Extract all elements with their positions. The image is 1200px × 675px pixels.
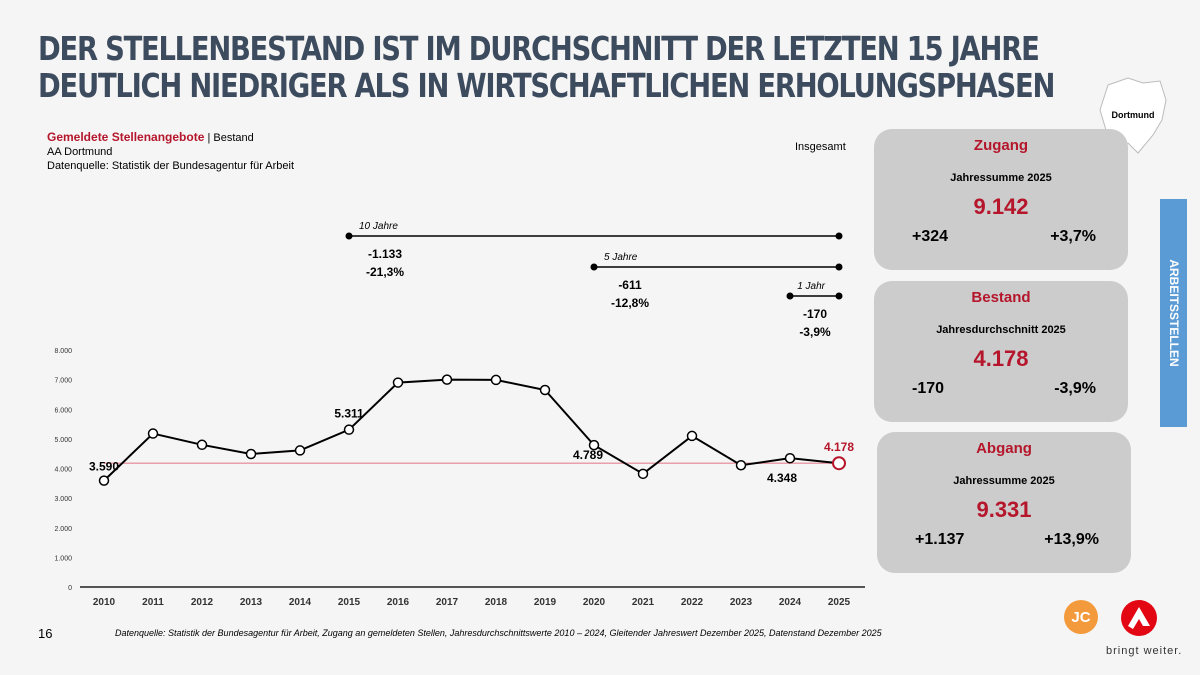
filter-label: Insgesamt (795, 141, 846, 153)
ba-tagline: bringt weiter. (1106, 645, 1183, 657)
data-point (784, 452, 796, 464)
x-tick-label: 2017 (436, 597, 459, 608)
page-number: 16 (38, 626, 53, 641)
span-pct-change: -21,3% (366, 265, 404, 279)
card-heading: Bestand (971, 289, 1031, 306)
card-pct-change: -3,9% (1054, 380, 1096, 397)
region: AA Dortmund (47, 146, 113, 158)
card-subtitle: Jahressumme 2025 (953, 475, 1055, 487)
y-tick-label: 7.000 (54, 378, 72, 385)
x-tick-label: 2022 (681, 597, 704, 608)
section-label: ARBEITSSTELLEN (1166, 259, 1181, 367)
card-heading: Zugang (973, 137, 1029, 154)
x-tick-label: 2015 (338, 597, 361, 608)
card-abgang: Abgang Jahressumme 2025 9.331 +1.137 +13,… (877, 432, 1131, 573)
card-abs-change: +1.137 (915, 531, 965, 548)
span-start (345, 232, 353, 240)
card-subtitle: Jahressumme 2025 (950, 172, 1052, 184)
x-tick-label: 2014 (289, 597, 312, 608)
x-tick-label: 2010 (93, 597, 116, 608)
series-name: Gemeldete Stellenangebote (47, 130, 205, 144)
data-label: 4.178 (824, 440, 854, 454)
card-pct-change: +3,7% (1050, 228, 1096, 245)
y-tick-label: 8.000 (54, 348, 72, 355)
data-label: 3.590 (89, 460, 119, 474)
card-abs-change: -170 (912, 380, 945, 397)
data-label: 4.789 (573, 448, 603, 462)
span-start (786, 292, 794, 300)
span-end (835, 263, 843, 271)
card-value: 9.142 (973, 194, 1029, 219)
series-line (103, 378, 840, 482)
span-label: 5 Jahre (604, 252, 638, 263)
y-tick-label: 5.000 (54, 437, 72, 444)
x-tick-label: 2013 (240, 597, 263, 608)
card-heading: Abgang (976, 440, 1032, 457)
data-point (294, 445, 306, 456)
data-point (196, 439, 208, 451)
card-pct-change: +13,9% (1044, 531, 1099, 548)
data-point (686, 430, 698, 442)
map-label: Dortmund (1112, 110, 1155, 120)
x-tick-label: 2023 (730, 597, 753, 608)
section-tab: ARBEITSSTELLEN (1160, 199, 1187, 427)
data-point (147, 428, 159, 439)
y-tick-label: 0 (68, 585, 72, 592)
span-abs-change: -170 (803, 307, 827, 321)
x-tick-label: 2021 (632, 597, 655, 608)
x-tick-label: 2020 (583, 597, 606, 608)
series-type: Bestand (213, 132, 254, 144)
card-value: 4.178 (973, 346, 1029, 371)
data-point (539, 384, 551, 396)
separator: | (207, 132, 211, 144)
span-label: 10 Jahre (359, 221, 398, 232)
data-point (637, 468, 649, 480)
x-tick-label: 2024 (779, 597, 802, 608)
data-point (441, 374, 453, 385)
card-value: 9.331 (976, 497, 1032, 522)
card-bestand: Bestand Jahresdurchschnitt 2025 4.178 -1… (874, 281, 1128, 422)
span-pct-change: -12,8% (611, 296, 649, 310)
data-point (392, 377, 404, 388)
span-pct-change: -3,9% (799, 325, 831, 339)
y-tick-label: 1.000 (54, 555, 72, 562)
data-point (735, 459, 747, 471)
card-abs-change: +324 (912, 228, 949, 245)
ba-logo (1121, 600, 1157, 636)
span-abs-change: -1.133 (368, 247, 402, 261)
y-tick-label: 3.000 (54, 496, 72, 503)
span-start (590, 263, 598, 271)
x-tick-label: 2011 (142, 597, 164, 608)
page-title: DER STELLENBESTAND IST IM DURCHSCHNITT D… (38, 29, 1055, 105)
card-zugang: Zugang Jahressumme 2025 9.142 +324 +3,7% (874, 129, 1128, 270)
x-tick-label: 2019 (534, 597, 557, 608)
span-label: 1 Jahr (797, 281, 825, 292)
data-point (245, 448, 257, 460)
chart-meta: Gemeldete Stellenangebote | Bestand AA D… (47, 130, 294, 173)
y-tick-label: 2.000 (54, 526, 72, 533)
span-end (835, 232, 843, 240)
y-tick-label: 6.000 (54, 407, 72, 414)
data-point (490, 374, 502, 386)
x-tick-label: 2016 (387, 597, 410, 608)
x-tick-label: 2025 (828, 597, 851, 608)
x-tick-label: 2012 (191, 597, 214, 608)
jobcenter-logo: JC (1064, 600, 1098, 634)
data-point (98, 475, 110, 486)
line-chart: 0 1.000 2.000 3.000 4.000 5.000 6.000 7.000 8.00… (54, 221, 865, 608)
span-abs-change: -611 (618, 278, 642, 292)
card-subtitle: Jahresdurchschnitt 2025 (936, 324, 1066, 336)
data-point (832, 456, 846, 471)
span-end (835, 292, 843, 300)
data-label: 5.311 (334, 407, 364, 421)
data-point (588, 439, 600, 451)
x-tick-label: 2018 (485, 597, 508, 608)
data-label: 4.348 (767, 471, 797, 485)
footnote: Datenquelle: Statistik der Bundesagentur… (115, 628, 882, 638)
data-point (343, 424, 355, 435)
y-tick-label: 4.000 (54, 467, 72, 474)
source: Datenquelle: Statistik der Bundesagentur… (47, 160, 295, 172)
